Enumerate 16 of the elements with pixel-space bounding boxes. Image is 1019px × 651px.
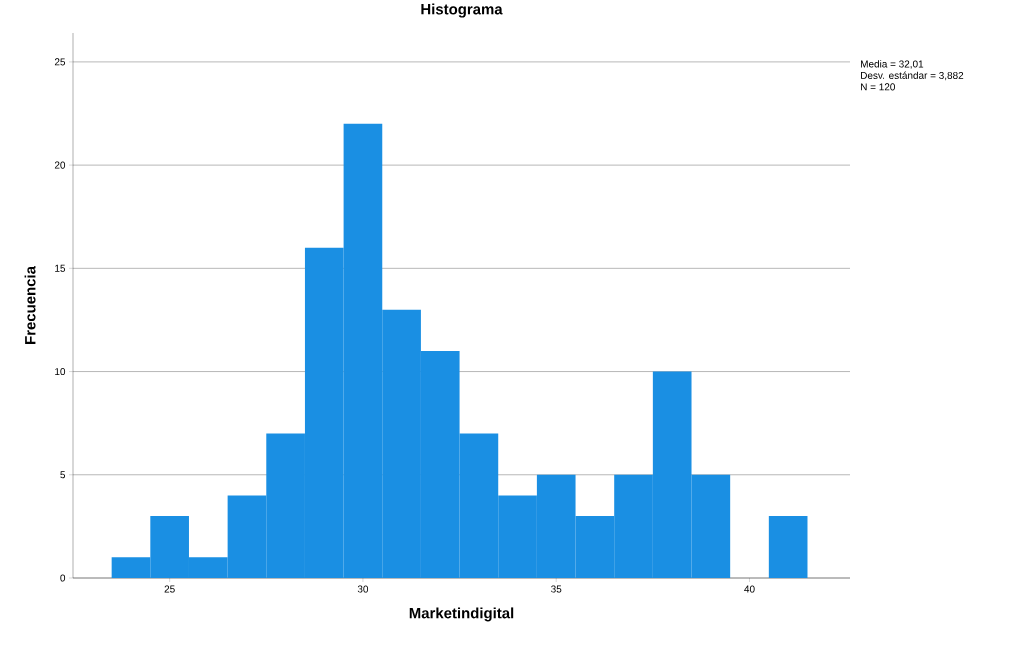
text: Desv. estándar = 3,882 — [861, 71, 964, 81]
x-tick-label: 30 — [357, 585, 369, 593]
y-tick-label: 10 — [55, 368, 66, 376]
x-tick-label: 35 — [551, 585, 562, 593]
y-tick-label: 5 — [60, 471, 66, 479]
chart-title: Histograma — [421, 3, 503, 18]
x-tick-label: 25 — [164, 585, 175, 593]
y-tick-label: 15 — [55, 264, 66, 272]
x-axis-title: Marketindigital — [409, 607, 514, 622]
text: Media = 32,01 — [861, 60, 924, 69]
y-axis-title: Frecuencia — [24, 265, 36, 344]
y-tick-label: 25 — [54, 58, 66, 66]
y-tick-label: 0 — [60, 574, 66, 582]
x-tick-label: 40 — [744, 585, 755, 593]
text: N = 120 — [861, 83, 895, 91]
y-tick-label: 20 — [54, 161, 66, 169]
